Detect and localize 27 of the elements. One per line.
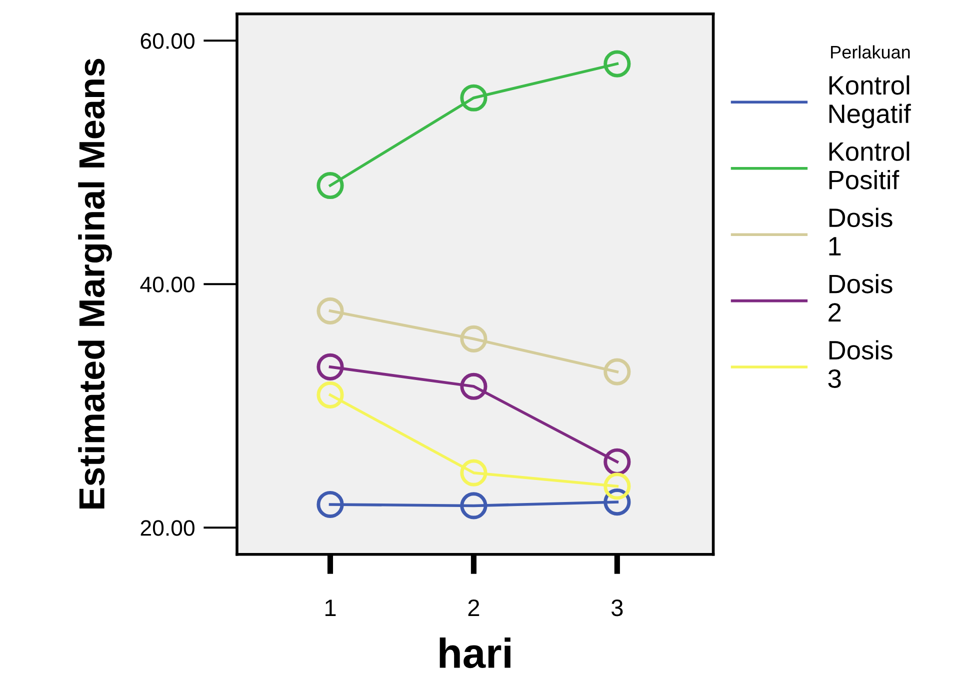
legend-label: Kontrol Positif	[829, 142, 910, 190]
point	[460, 492, 488, 520]
legend-label: Kontrol Negatif	[829, 75, 911, 128]
x-tick-label: 2	[468, 599, 480, 616]
legend-title: Perlakuan	[831, 45, 910, 59]
x-tick-label: 1	[325, 600, 336, 616]
point	[316, 490, 344, 518]
point	[316, 381, 344, 408]
x-axis-title: hari	[440, 638, 510, 668]
legend-label: Dosis 2	[828, 274, 892, 322]
legend-label: Dosis 1	[829, 208, 892, 256]
point	[460, 84, 488, 112]
legend-label: Dosis 3	[828, 340, 892, 388]
y-tick-label: 60.00	[140, 33, 194, 49]
y-tick-label: 40.00	[140, 276, 194, 292]
point	[316, 172, 344, 200]
point	[316, 297, 344, 324]
point	[604, 50, 631, 78]
point	[460, 459, 488, 486]
point	[316, 353, 344, 380]
point	[460, 372, 488, 400]
point	[604, 472, 631, 500]
y-tick-label: 20.00	[140, 520, 194, 536]
point	[604, 358, 631, 386]
x-tick-label: 3	[612, 599, 623, 616]
point	[460, 325, 488, 352]
y-axis-title: Estimated Marginal Means	[78, 58, 112, 508]
